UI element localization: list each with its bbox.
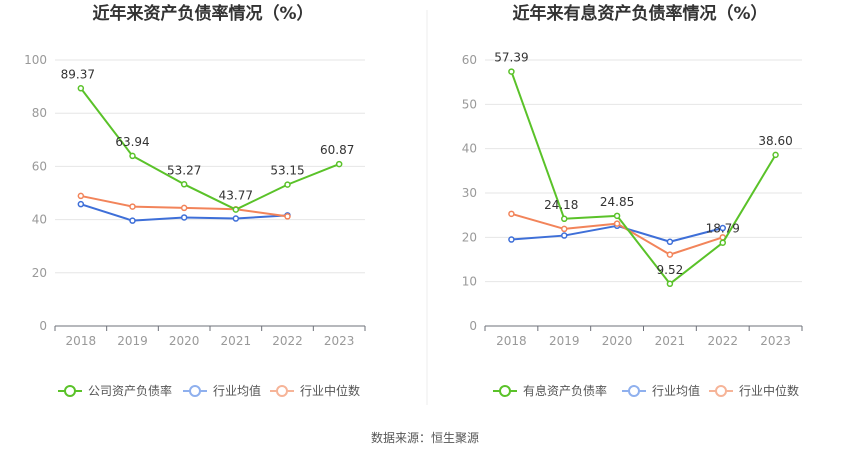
y-tick-label: 60 — [462, 53, 477, 67]
data-point[interactable] — [335, 160, 343, 168]
series-line-main — [80, 87, 340, 211]
x-tick-label: 2021 — [655, 334, 686, 348]
data-point[interactable] — [129, 203, 136, 210]
legend-label[interactable]: 行业中位数 — [739, 383, 799, 398]
legend-label[interactable]: 行业均值 — [213, 383, 261, 398]
y-tick-label: 10 — [462, 275, 477, 289]
chart-title: 近年来资产负债率情况（%） — [92, 3, 313, 24]
data-point[interactable] — [561, 215, 568, 223]
data-point[interactable] — [508, 210, 515, 218]
y-tick-label: 40 — [462, 142, 477, 156]
data-point[interactable] — [129, 152, 136, 160]
x-tick-label: 2019 — [549, 334, 580, 348]
y-tick-label: 60 — [32, 159, 47, 173]
y-tick-label: 30 — [462, 186, 477, 200]
y-tick-label: 0 — [469, 319, 477, 333]
data-point[interactable] — [180, 181, 188, 188]
data-label: 53.15 — [270, 164, 304, 178]
legend-label[interactable]: 公司资产负债率 — [88, 383, 172, 398]
data-point[interactable] — [719, 239, 726, 246]
data-label: 57.39 — [494, 51, 528, 65]
legend-swatch-marker[interactable] — [499, 385, 511, 397]
x-tick-label: 2023 — [760, 334, 791, 348]
data-label: 24.85 — [600, 195, 634, 209]
x-tick-label: 2019 — [117, 334, 148, 348]
y-tick-label: 50 — [462, 97, 477, 111]
data-point[interactable] — [232, 206, 240, 213]
chart-title: 近年来有息资产负债率情况（%） — [512, 3, 767, 24]
data-point[interactable] — [77, 85, 85, 92]
x-tick-label: 2021 — [221, 334, 252, 348]
data-point[interactable] — [613, 212, 621, 220]
legend-label[interactable]: 行业中位数 — [300, 383, 360, 398]
data-point[interactable] — [77, 200, 85, 208]
data-point[interactable] — [772, 151, 779, 159]
legend-label[interactable]: 行业均值 — [652, 383, 700, 398]
data-point[interactable] — [561, 225, 568, 233]
x-tick-label: 2020 — [169, 334, 200, 348]
data-label: 38.60 — [758, 134, 792, 148]
data-point[interactable] — [129, 217, 136, 224]
data-label: 53.27 — [167, 163, 201, 177]
data-point[interactable] — [666, 238, 674, 246]
legend-swatch-marker[interactable] — [189, 385, 201, 397]
y-tick-label: 20 — [32, 266, 47, 280]
data-point[interactable] — [666, 280, 674, 288]
data-point[interactable] — [180, 204, 188, 212]
x-tick-label: 2020 — [602, 334, 633, 348]
data-label: 63.94 — [115, 135, 149, 149]
data-point[interactable] — [508, 68, 515, 75]
data-point[interactable] — [719, 224, 726, 232]
x-tick-label: 2018 — [496, 334, 527, 348]
data-label: 89.37 — [61, 67, 95, 81]
data-label: 60.87 — [320, 143, 354, 157]
data-label: 43.77 — [219, 189, 253, 203]
data-point[interactable] — [561, 232, 568, 239]
data-point[interactable] — [284, 181, 291, 188]
y-tick-label: 0 — [39, 319, 47, 333]
y-tick-label: 20 — [462, 230, 477, 244]
legend-label[interactable]: 有息资产负债率 — [523, 383, 607, 398]
source-note: 数据来源：恒生聚源 — [371, 430, 479, 445]
legend-swatch-marker[interactable] — [64, 385, 76, 397]
legend-swatch-marker[interactable] — [715, 385, 727, 397]
data-point[interactable] — [284, 213, 291, 220]
data-point[interactable] — [508, 236, 515, 243]
series-line-industry-median — [511, 212, 724, 256]
legend-swatch-marker[interactable] — [276, 385, 288, 397]
data-point[interactable] — [77, 192, 85, 200]
x-tick-label: 2022 — [707, 334, 738, 348]
y-tick-label: 40 — [32, 213, 47, 227]
data-point[interactable] — [180, 214, 188, 221]
y-tick-label: 100 — [24, 53, 47, 67]
legend-swatch-marker[interactable] — [628, 385, 640, 397]
data-label: 18.79 — [706, 222, 740, 236]
series-line-main — [510, 71, 777, 285]
data-point[interactable] — [232, 215, 240, 222]
data-label: 24.18 — [544, 198, 578, 212]
data-point[interactable] — [666, 251, 674, 258]
x-tick-label: 2022 — [272, 334, 303, 348]
y-tick-label: 80 — [32, 106, 47, 120]
x-tick-label: 2023 — [324, 334, 355, 348]
data-point[interactable] — [613, 220, 621, 227]
data-label: 9.52 — [657, 263, 684, 277]
x-tick-label: 2018 — [66, 334, 97, 348]
